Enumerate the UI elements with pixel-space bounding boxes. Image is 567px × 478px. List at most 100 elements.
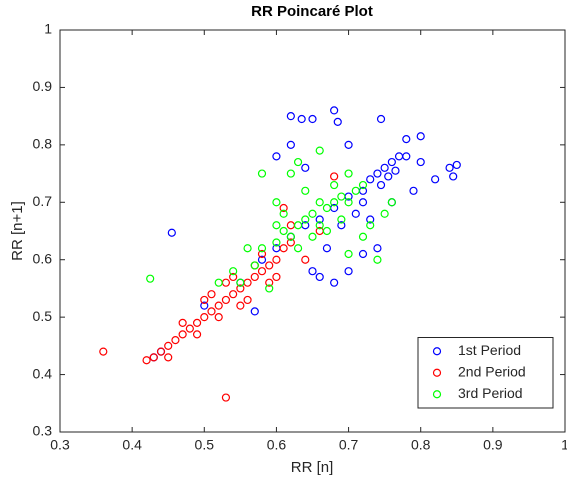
- y-tick-label: 1: [44, 21, 52, 37]
- data-point: [272, 221, 281, 230]
- data-point: [142, 356, 151, 365]
- data-point: [315, 221, 324, 230]
- data-point: [146, 274, 155, 283]
- data-point: [358, 249, 368, 259]
- data-point: [178, 318, 187, 327]
- data-point: [236, 301, 245, 310]
- data-point: [308, 267, 317, 276]
- data-point: [337, 221, 346, 230]
- data-point: [279, 244, 288, 253]
- data-point: [272, 272, 281, 282]
- data-point: [333, 117, 342, 126]
- data-point: [293, 157, 303, 167]
- data-point: [250, 307, 259, 316]
- data-point: [330, 198, 339, 207]
- data-point: [315, 272, 324, 282]
- data-point: [250, 272, 259, 282]
- data-point: [99, 347, 108, 356]
- data-point: [221, 295, 231, 305]
- data-point: [351, 209, 360, 218]
- data-point: [200, 295, 209, 305]
- data-point: [366, 215, 375, 224]
- data-point: [344, 249, 353, 259]
- data-point: [376, 180, 386, 190]
- data-point: [380, 209, 389, 218]
- data-point: [297, 114, 306, 124]
- legend-label: 2nd Period: [458, 363, 526, 379]
- data-point: [257, 244, 267, 253]
- data-point: [344, 169, 353, 178]
- data-point: [301, 255, 310, 264]
- data-point: [156, 347, 166, 356]
- data-point: [402, 135, 411, 144]
- data-point: [301, 163, 310, 172]
- data-point: [229, 267, 238, 276]
- legend-marker: [432, 347, 442, 356]
- x-tick-label: 1: [561, 437, 567, 453]
- data-point: [315, 146, 324, 155]
- data-point: [384, 172, 393, 181]
- data-point: [167, 228, 176, 237]
- data-point: [207, 307, 216, 316]
- data-point: [236, 278, 245, 287]
- data-point: [214, 301, 223, 310]
- data-point: [344, 267, 353, 276]
- data-point: [344, 140, 353, 149]
- data-point: [449, 172, 458, 181]
- data-point: [236, 284, 245, 293]
- data-point: [272, 238, 281, 247]
- x-axis-label: RR [n]: [291, 459, 334, 476]
- data-point: [322, 244, 332, 253]
- data-point: [265, 261, 274, 270]
- legend-label: 3rd Period: [458, 385, 523, 401]
- data-point: [322, 226, 332, 236]
- y-tick-label: 0.5: [33, 308, 53, 324]
- data-point: [402, 152, 411, 161]
- data-point: [229, 272, 238, 282]
- data-point: [243, 295, 252, 305]
- x-tick-label: 0.6: [267, 437, 287, 453]
- data-point: [229, 290, 238, 299]
- data-point: [286, 112, 295, 121]
- data-point: [308, 114, 317, 124]
- x-tick-label: 0.9: [483, 437, 503, 453]
- data-point: [452, 160, 461, 170]
- data-point: [265, 278, 274, 287]
- y-tick-label: 0.9: [33, 78, 53, 94]
- data-point: [286, 232, 295, 241]
- data-point: [330, 172, 339, 181]
- data-point: [257, 169, 267, 178]
- y-axis-label: RR [n+1]: [9, 201, 26, 261]
- data-point: [387, 157, 396, 167]
- data-point: [272, 152, 281, 161]
- data-point: [178, 330, 187, 339]
- y-tick-label: 0.7: [33, 193, 53, 209]
- data-point: [301, 186, 310, 195]
- data-point: [358, 180, 368, 190]
- legend-marker: [432, 390, 442, 399]
- data-point: [315, 198, 324, 207]
- data-point: [279, 209, 288, 218]
- data-point: [330, 180, 339, 190]
- data-point: [373, 244, 382, 253]
- data-point: [380, 163, 389, 172]
- data-point: [200, 301, 209, 310]
- data-point: [257, 255, 267, 264]
- data-point: [330, 106, 339, 115]
- data-point: [431, 175, 440, 184]
- data-point: [391, 166, 400, 175]
- axes-frame: [59, 29, 566, 433]
- data-point: [358, 232, 368, 241]
- data-point: [257, 267, 267, 276]
- data-point: [337, 192, 346, 201]
- data-point: [185, 324, 194, 333]
- legend-marker: [432, 368, 442, 377]
- data-point: [286, 140, 295, 149]
- data-point: [308, 209, 317, 218]
- data-point: [149, 353, 158, 362]
- data-point: [164, 341, 173, 350]
- data-point: [376, 114, 386, 124]
- legend-label: 1st Period: [458, 342, 521, 358]
- data-point: [286, 169, 295, 178]
- data-point: [344, 198, 353, 207]
